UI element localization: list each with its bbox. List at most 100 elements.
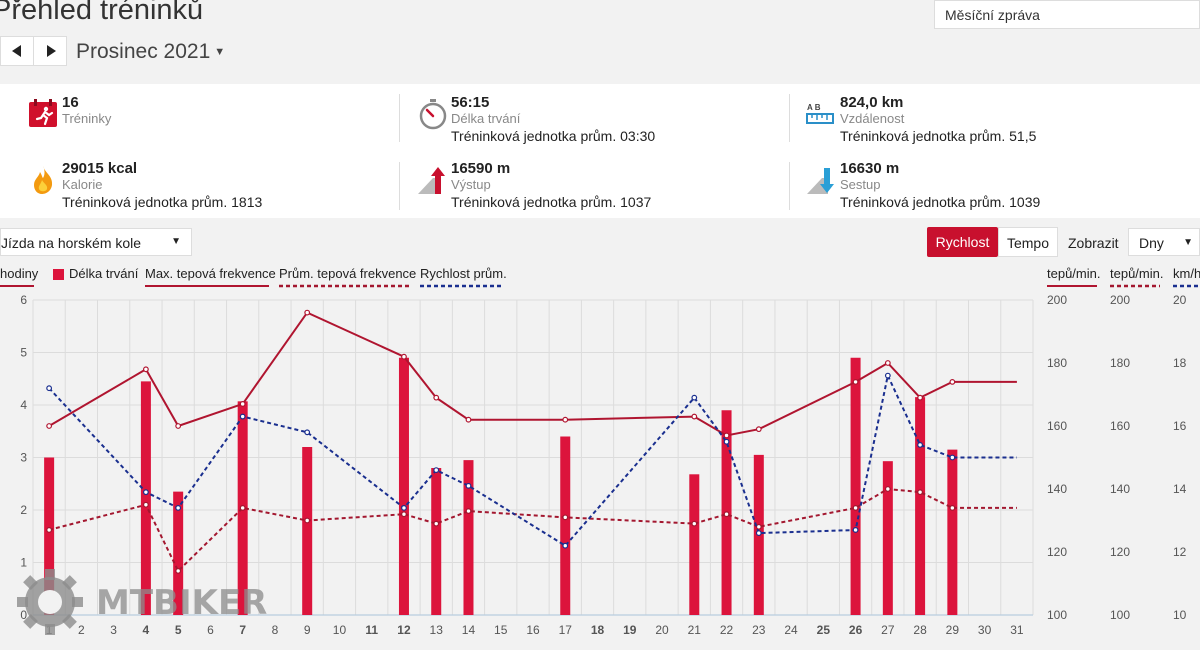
y-tick-max-hr: 200 (1047, 293, 1067, 307)
distance-average: Tréninková jednotka prům. 51,5 (840, 128, 1037, 144)
y-tick-avg-hr: 120 (1110, 545, 1130, 559)
max-hr-point (401, 353, 407, 360)
chart-legend: hodiny Délka trvání Max. tepová frekvence P… (0, 266, 1200, 288)
avg-speed-point (723, 438, 730, 445)
duration-bar (882, 461, 893, 615)
avg-speed-point (884, 372, 891, 379)
max-hr-point (239, 401, 246, 407)
y-tick-avg-hr: 100 (1110, 608, 1130, 622)
x-tick-day: 16 (526, 623, 540, 637)
x-tick-day: 14 (462, 623, 476, 637)
x-tick-day: 2 (78, 623, 85, 637)
duration-bar (398, 357, 409, 615)
duration-value: 56:15 (451, 94, 490, 111)
avg-speed-point (239, 413, 246, 420)
x-tick-day: 4 (143, 623, 150, 637)
gear-hole (38, 590, 62, 614)
x-tick-day: 19 (623, 623, 637, 637)
report-type-select[interactable]: Měsíční zpráva (934, 0, 1200, 29)
duration-bar (850, 357, 861, 615)
distance-label: Vzdálenost (840, 111, 905, 126)
max-hr-point (465, 416, 472, 423)
legend-speed-label: Rychlost prům. (420, 266, 507, 281)
y-tick-avg-hr: 160 (1110, 419, 1130, 433)
y-tick-avg-hr: 200 (1110, 293, 1130, 307)
max-hr-point (691, 413, 698, 420)
y-tick-speed: 20 (1173, 293, 1187, 307)
pace-toggle-button[interactable]: Tempo (998, 227, 1058, 257)
month-label: Prosinec 2021 (76, 40, 211, 63)
ascent-icon (418, 167, 445, 194)
max-hr-point (433, 394, 440, 401)
month-selector[interactable]: Prosinec 2021 ▼ (76, 40, 225, 64)
y-tick-max-hr: 100 (1047, 608, 1067, 622)
training-chart: hodiny Délka trvání Max. tepová frekvence P… (0, 266, 1200, 637)
gear-tooth (45, 569, 55, 580)
x-tick-day: 10 (333, 623, 347, 637)
avg-hr-point (433, 520, 440, 527)
avg-hr-point (691, 520, 698, 527)
x-tick-day: 20 (655, 623, 669, 637)
calories-label: Kalorie (62, 177, 103, 192)
speed-toggle-button[interactable]: Rychlost (927, 227, 998, 257)
x-tick-day: 23 (752, 623, 766, 637)
y-tick-hours: 1 (20, 556, 27, 570)
x-tick-day: 9 (304, 623, 311, 637)
x-tick-day: 27 (881, 623, 895, 637)
divider (399, 162, 400, 210)
ruler-distance-icon: A B (806, 103, 834, 124)
avg-hr-point (917, 489, 923, 496)
duration-bar (173, 491, 184, 615)
triangle-left-icon (12, 45, 21, 57)
x-tick-day: 30 (978, 623, 992, 637)
avg-speed-point (46, 385, 53, 392)
divider (399, 94, 400, 142)
y-tick-speed: 12 (1173, 545, 1187, 559)
max-hr-point (949, 378, 956, 385)
caret-down-icon: ▼ (171, 236, 181, 247)
caret-down-icon: ▼ (214, 46, 226, 59)
y-tick-speed: 16 (1173, 419, 1187, 433)
triangle-right-icon (46, 45, 56, 57)
duration-bar (302, 447, 313, 615)
avg-hr-point (562, 514, 569, 521)
y-tick-hours: 3 (20, 451, 27, 465)
ascent-label: Výstup (451, 177, 491, 192)
max-hr-point (143, 366, 149, 373)
chart-grid (32, 299, 1034, 616)
period-select[interactable]: Dny ▼ (1128, 228, 1200, 256)
duration-bar (463, 460, 474, 615)
watermark: MTBIKER (17, 569, 267, 635)
activity-type-select[interactable]: Jízda na horském kole ▼ (0, 228, 192, 256)
x-tick-day: 3 (110, 623, 117, 637)
chart-axes: 0123456100120140160180200100120140160180… (20, 293, 1186, 637)
y-tick-speed: 18 (1173, 356, 1187, 370)
x-tick-day: 31 (1010, 623, 1024, 637)
y-tick-speed: 10 (1173, 608, 1187, 622)
max-hr-point (852, 378, 859, 385)
y-tick-max-hr: 120 (1047, 545, 1067, 559)
legend-duration-label: Délka trvání (69, 266, 139, 281)
period-label: Dny (1139, 235, 1164, 251)
avg-speed-point (304, 429, 311, 436)
y-tick-hours: 5 (20, 346, 27, 360)
descent-icon (807, 168, 834, 194)
x-tick-day: 13 (430, 623, 444, 637)
ascent-value: 16590 m (451, 160, 511, 177)
max-hr-point (755, 426, 762, 433)
month-navigation (0, 36, 67, 66)
previous-month-button[interactable] (1, 37, 34, 65)
legend-avg-hr-label: Prům. tepová frekvence (279, 266, 416, 281)
avg-speed-point (401, 504, 407, 511)
descent-value: 16630 m (840, 160, 900, 177)
x-tick-day: 11 (365, 623, 378, 637)
next-month-button[interactable] (34, 37, 67, 65)
page-title: Přehled tréninků (0, 0, 204, 26)
x-tick-day: 28 (913, 623, 927, 637)
max-hr-point (175, 423, 182, 429)
avg-hr-point (304, 517, 311, 524)
chart-lines (46, 309, 1017, 574)
x-tick-day: 26 (849, 623, 863, 637)
x-tick-day: 12 (397, 623, 411, 637)
avg-hr-point (465, 508, 472, 514)
